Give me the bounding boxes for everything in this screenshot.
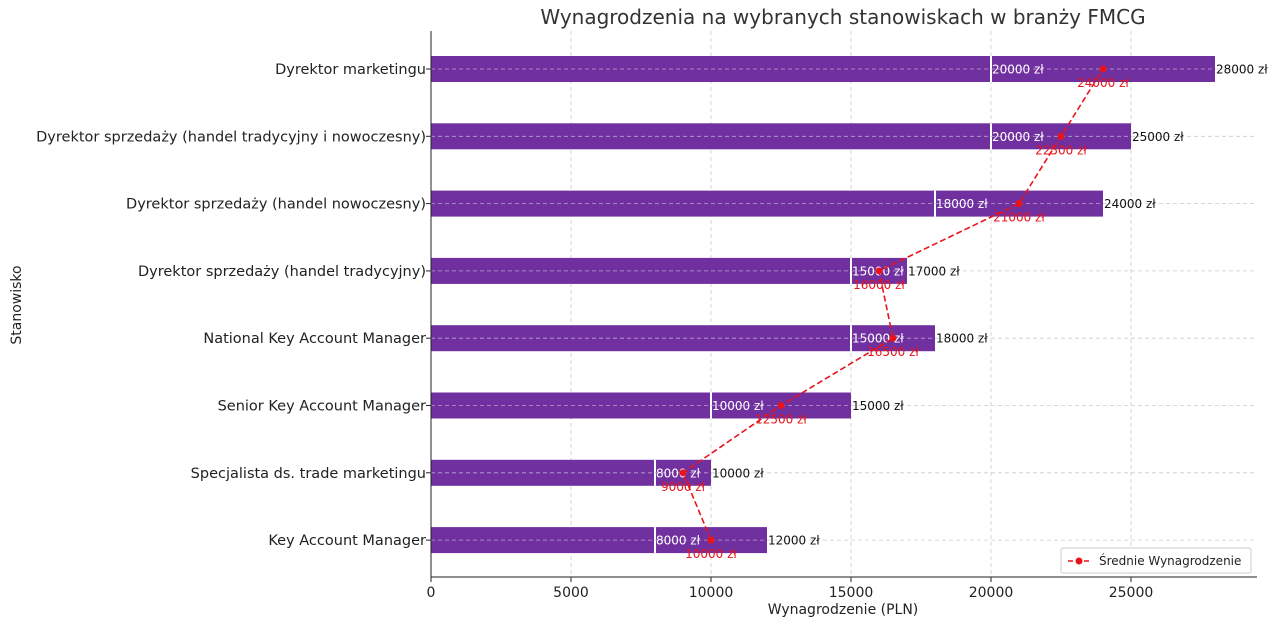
max-value-label: 15000 zł bbox=[852, 399, 904, 413]
max-value-label: 25000 zł bbox=[1132, 130, 1184, 144]
max-value-label: 24000 zł bbox=[1104, 197, 1156, 211]
average-value-label: 12500 zł bbox=[755, 413, 807, 427]
category-labels: Key Account Manager Specjalista ds. trade… bbox=[36, 62, 431, 549]
min-value-label: 8000 zł bbox=[656, 466, 701, 480]
average-point bbox=[707, 536, 715, 544]
min-value-label: 18000 zł bbox=[936, 197, 988, 211]
category-label: Dyrektor sprzedaży (handel nowoczesny) bbox=[126, 197, 426, 213]
average-line-series: 10000 zł 9000 zł 12500 zł 16500 zł 16000 zł 2… bbox=[661, 65, 1129, 561]
legend-entry-average: Średnie Wynagrodzenie bbox=[1099, 553, 1241, 568]
x-tick-label: 10000 bbox=[689, 585, 734, 601]
max-value-label: 18000 zł bbox=[936, 332, 988, 346]
average-value-label: 21000 zł bbox=[993, 211, 1045, 225]
grid bbox=[431, 31, 1257, 577]
category-label: Key Account Manager bbox=[268, 533, 426, 549]
x-tick-label: 0 bbox=[427, 585, 436, 601]
min-value-label: 8000 zł bbox=[656, 534, 701, 548]
average-point bbox=[889, 334, 897, 342]
x-tick-label: 25000 bbox=[1109, 585, 1154, 601]
category-label: National Key Account Manager bbox=[203, 331, 426, 347]
average-value-label: 22500 zł bbox=[1035, 143, 1087, 157]
min-value-label: 20000 zł bbox=[992, 63, 1044, 77]
category-label: Specjalista ds. trade marketingu bbox=[191, 466, 426, 482]
min-value-label: 10000 zł bbox=[712, 399, 764, 413]
x-axis-label: Wynagrodzenie (PLN) bbox=[768, 602, 919, 618]
average-point bbox=[777, 402, 785, 409]
x-tick-label: 15000 bbox=[829, 585, 874, 601]
average-line bbox=[682, 68, 1104, 541]
min-value-label: 20000 zł bbox=[992, 130, 1044, 144]
x-tick-label: 20000 bbox=[969, 585, 1014, 601]
average-point bbox=[679, 469, 687, 477]
max-value-label: 10000 zł bbox=[712, 466, 764, 480]
category-label: Dyrektor marketingu bbox=[275, 62, 426, 78]
axes bbox=[430, 31, 1257, 578]
average-value-label: 9000 zł bbox=[661, 480, 706, 494]
max-value-label: 28000 zł bbox=[1216, 63, 1268, 77]
category-label: Dyrektor sprzedaży (handel tradycyjny i … bbox=[36, 129, 426, 145]
x-tick-label: 5000 bbox=[553, 585, 589, 601]
max-value-label: 17000 zł bbox=[908, 264, 960, 278]
average-point bbox=[1015, 200, 1023, 208]
average-value-label: 16500 zł bbox=[867, 345, 919, 359]
average-point bbox=[875, 267, 883, 275]
max-value-label: 12000 zł bbox=[768, 534, 820, 548]
legend-point-marker bbox=[1075, 557, 1083, 565]
category-label: Dyrektor sprzedaży (handel tradycyjny) bbox=[138, 264, 426, 280]
average-point bbox=[1099, 65, 1107, 73]
category-label: Senior Key Account Manager bbox=[218, 399, 426, 415]
value-labels: 8000 zł 12000 zł 8000 zł 10000 zł 10000 zł 15… bbox=[656, 63, 1268, 548]
legend-box bbox=[1060, 547, 1252, 574]
y-axis-label: Stanowisko bbox=[9, 265, 25, 344]
average-value-label: 24000 zł bbox=[1077, 76, 1129, 90]
average-value-label: 16000 zł bbox=[853, 278, 905, 292]
legend: Średnie Wynagrodzenie bbox=[1060, 547, 1252, 574]
chart-title: Wynagrodzenia na wybranych stanowiskach … bbox=[540, 5, 1145, 29]
average-point bbox=[1057, 132, 1065, 140]
x-tick-labels: 0 5000 10000 15000 20000 25000 bbox=[427, 577, 1154, 601]
bars bbox=[431, 56, 1215, 554]
average-value-label: 10000 zł bbox=[685, 547, 737, 561]
